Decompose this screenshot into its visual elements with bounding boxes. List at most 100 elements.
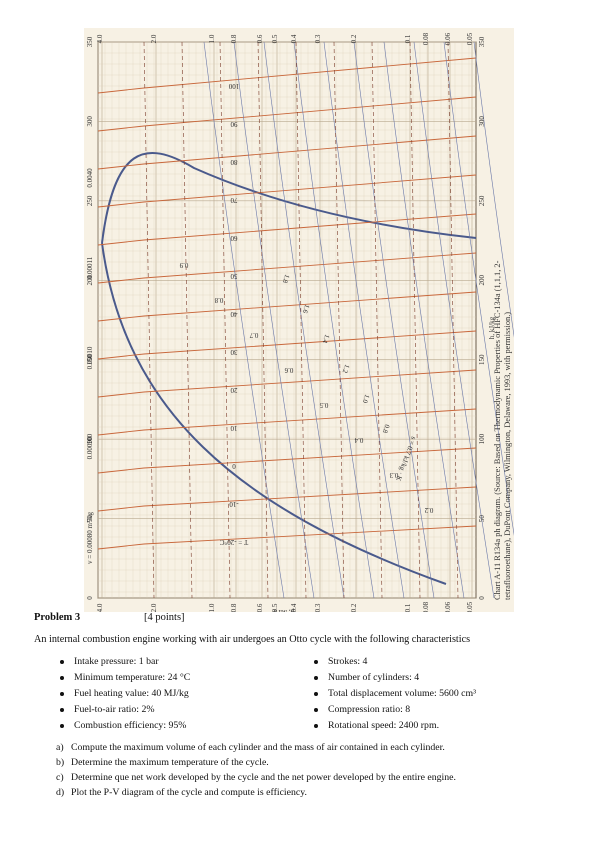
enthalpy-tick-right: 100 <box>478 433 486 444</box>
problem-intro: An internal combustion engine working wi… <box>34 634 471 645</box>
question-item: b) Determine the maximum temperature of t… <box>56 757 269 768</box>
isotherm-line <box>97 135 477 170</box>
temperature-label: 0 <box>232 462 236 470</box>
pressure-tick-bottom: 4.0 <box>96 603 104 612</box>
list-item: Total displacement volume: 5600 cm³ <box>314 686 476 702</box>
enthalpy-tick-left: 200 <box>86 275 94 286</box>
entropy-label: 1.0 <box>360 393 371 404</box>
pressure-tick-bottom: 0.5 <box>271 603 279 612</box>
pressure-tick-top: 0.08 <box>422 32 430 45</box>
ph-diagram-svg: 4.0 4.0 2.0 2.0 1.0 1.0 0.8 0.8 0.6 0.6 0.5 0.5 0.4 0… <box>84 28 514 612</box>
isentrope-line <box>443 41 514 536</box>
volume-label: 0.00090 <box>86 436 94 459</box>
isotherm-line <box>97 57 477 94</box>
enthalpy-tick-left: 100 <box>86 433 94 444</box>
list-item: Intake pressure: 1 bar <box>60 654 190 670</box>
pressure-tick-top: 0.3 <box>314 34 322 43</box>
pressure-tick-top: 2.0 <box>150 34 158 43</box>
pressure-tick-bottom: 0.1 <box>404 603 412 612</box>
temperature-label: -10 <box>229 500 239 508</box>
volume-label: v = 0.00080 m³/kg <box>86 512 94 564</box>
isochore-line <box>257 41 269 599</box>
quality-label: 0.4 <box>354 436 363 444</box>
volume-label: 0.00010 <box>86 346 94 369</box>
isentrope-line <box>383 41 465 599</box>
isentrope-line <box>473 41 514 338</box>
isotherm-line <box>97 330 477 360</box>
isentrope-line <box>353 41 435 599</box>
isochore-line <box>447 41 459 599</box>
enthalpy-tick-right: 350 <box>478 36 486 47</box>
chart-caption-line-2: tetrafluoroethane), DuPont Company, Wilm… <box>503 311 512 600</box>
pressure-tick-bottom: 0.4 <box>290 603 298 612</box>
enthalpy-tick-right: 300 <box>478 116 486 127</box>
temperature-label: 70 <box>230 196 238 204</box>
isotherm-line <box>97 447 477 474</box>
volume-label: 0.0040 <box>86 168 94 188</box>
quality-label: 0.2 <box>424 506 433 514</box>
list-item: Strokes: 4 <box>314 654 476 670</box>
pressure-tick-bottom: 0.2 <box>350 603 358 612</box>
pressure-tick-top: 0.1 <box>404 34 412 43</box>
characteristics-list-left: Intake pressure: 1 bar Minimum temperatu… <box>60 654 190 734</box>
volume-label: 0.00011 <box>86 256 94 279</box>
pressure-tick-bottom: 0.6 <box>256 603 264 612</box>
list-item: Combustion efficiency: 95% <box>60 718 190 734</box>
enthalpy-tick-left: 0 <box>86 596 94 600</box>
entropy-label: 1.2 <box>340 363 351 374</box>
temperature-label: 30 <box>230 348 238 356</box>
entropy-label: 1.8 <box>280 273 291 284</box>
enthalpy-tick-right: 200 <box>478 275 486 286</box>
list-item: Number of cylinders: 4 <box>314 670 476 686</box>
question-list: a) Compute the maximum volume of each cyl… <box>56 740 456 800</box>
question-item: c) Determine que net work developed by th… <box>56 772 456 783</box>
entropy-label: 1.6 <box>300 303 311 314</box>
list-item: Rotational speed: 2400 rpm. <box>314 718 476 734</box>
quality-label: 0.9 <box>179 261 188 269</box>
isochore-line <box>295 41 307 599</box>
isotherm-line <box>97 96 477 132</box>
isentrope-line <box>203 41 285 599</box>
pressure-axis-label: p, MPa <box>273 608 294 612</box>
isochore-line <box>371 41 383 599</box>
isotherm-line <box>97 369 477 398</box>
isotherm-line <box>97 213 477 246</box>
isotherm-line <box>97 252 477 284</box>
characteristics-list-right: Strokes: 4 Number of cylinders: 4 Total … <box>314 654 476 734</box>
pressure-tick-top: 0.05 <box>466 32 474 45</box>
chart-caption: Chart A-11 R134a ph diagram. (Source: Ba… <box>493 240 512 600</box>
temperature-label: 60 <box>230 234 238 242</box>
temperature-label: 20 <box>230 386 238 394</box>
chart-caption-line-1: Chart A-11 R134a ph diagram. (Source: Ba… <box>493 260 502 600</box>
problem-points: [4 points] <box>144 612 185 623</box>
list-item: Fuel heating value: 40 MJ/kg <box>60 686 190 702</box>
list-item: Compression ratio: 8 <box>314 702 476 718</box>
pressure-tick-top: 0.6 <box>256 34 264 43</box>
pressure-tick-bottom: 0.3 <box>314 603 322 612</box>
saturated-liquid-line <box>101 242 447 585</box>
isentrope-line <box>263 41 345 599</box>
enthalpy-tick-right: 0 <box>478 596 486 600</box>
pressure-tick-bottom: 0.05 <box>466 601 474 612</box>
isentrope-line <box>323 41 405 599</box>
pressure-tick-top: 0.8 <box>230 34 238 43</box>
list-item: Fuel-to-air ratio: 2% <box>60 702 190 718</box>
isentrope-line <box>413 41 495 599</box>
temperature-label: 10 <box>230 424 238 432</box>
temperature-label: 100 <box>228 82 239 90</box>
enthalpy-tick-left: 350 <box>86 36 94 47</box>
question-item: a) Compute the maximum volume of each cyl… <box>56 742 445 753</box>
isochore-line <box>143 41 155 599</box>
isotherm-line <box>97 408 477 436</box>
isochore-line <box>219 41 231 599</box>
enthalpy-tick-right: 250 <box>478 195 486 206</box>
saturated-vapor-line <box>101 152 477 244</box>
pressure-tick-bottom: 0.06 <box>444 601 452 612</box>
quality-label: 0.8 <box>214 296 223 304</box>
pressure-tick-top: 0.06 <box>444 32 452 45</box>
entropy-label: 1.4 <box>320 333 331 344</box>
enthalpy-tick-right: 50 <box>478 515 486 523</box>
question-item: d) Plot the P-V diagram of the cycle and … <box>56 787 307 798</box>
isotherm-line <box>97 291 477 322</box>
pressure-tick-bottom: 0.8 <box>230 603 238 612</box>
